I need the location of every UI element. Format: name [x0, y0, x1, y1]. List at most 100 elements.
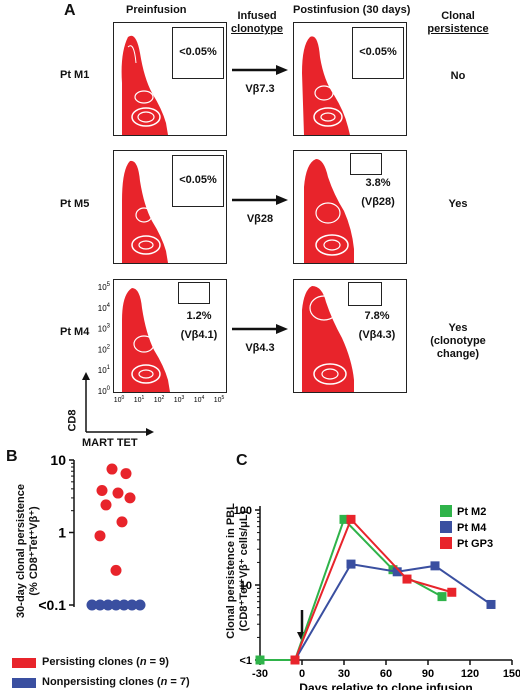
row1-arrow [232, 65, 288, 75]
row1-clonotype: Vβ7.3 [245, 83, 275, 95]
row3-x-ticks: 100 101 102 103 104 105 [114, 395, 225, 404]
legend-persisting-name: Persisting clones [42, 656, 134, 668]
legend-nonpersisting-label: Nonpersisting clones (n = 7) [42, 676, 190, 688]
a-ytick-label: 104 [98, 303, 111, 313]
header-infused-clonotype: Infused clonotype [226, 10, 288, 36]
row3-pre-pct: 1.2% (Vβ4.1) [172, 310, 226, 342]
row1-persistence: No [450, 70, 466, 82]
c-xtick-label: 150 [503, 668, 520, 680]
row3-pre-gate [178, 282, 210, 304]
c-ytick-label: <1 [239, 655, 252, 667]
c-legend-label: Pt M4 [457, 522, 487, 534]
b-point-nonpersisting [110, 599, 122, 611]
c-legend-swatch [440, 537, 452, 549]
b-point-persisting [116, 516, 128, 528]
header-persist-line2: persistence [427, 23, 489, 35]
row2-post-plot: 3.8% (Vβ28) [293, 150, 407, 264]
header-postinfusion: Postinfusion (30 days) [293, 4, 411, 16]
panel-b-letter: B [6, 448, 18, 465]
c-series-marker [392, 567, 402, 577]
c-series-marker [346, 559, 356, 569]
row1-pre-plot: <0.05% [113, 22, 227, 136]
row3-post-pct-clone: (Vβ4.3) [358, 329, 396, 341]
row2-post-pct-clone: (Vβ28) [361, 196, 395, 208]
c-xtick-label: 60 [380, 668, 392, 680]
row1-pre-pct: <0.05% [179, 46, 217, 58]
b-point-nonpersisting [126, 599, 138, 611]
row2-post-gate [350, 153, 382, 175]
c-xtick-label: 0 [299, 668, 305, 680]
row3-y-ticks: 105 104 103 102 101 100 [98, 282, 111, 396]
row3-post-pct-value: 7.8% [364, 310, 390, 322]
row3-pre-pct-value: 1.2% [186, 310, 212, 322]
row3-patient: Pt M4 [60, 326, 90, 338]
c-legend-label: Pt GP3 [457, 538, 493, 550]
c-series-marker [430, 561, 440, 571]
row2-persistence: Yes [448, 198, 468, 210]
row2-pre-contour [122, 160, 168, 263]
header-clonal-persistence: Clonal persistence [418, 10, 498, 36]
legend-persisting-n: 9 [159, 656, 166, 668]
row3-post-plot: 7.8% (Vβ4.3) [293, 279, 407, 393]
panel-a-letter: A [64, 2, 76, 19]
legend-nonpersisting-n: 7 [179, 676, 186, 688]
row2-post-pct: 3.8% (Vβ28) [350, 177, 406, 209]
c-series-marker [255, 655, 265, 665]
row2-pre-plot: <0.05% [113, 150, 227, 264]
b-ylabel-line1: 30-day clonal persistence [15, 484, 27, 618]
a-xtick-label: 103 [174, 395, 185, 404]
chart-c: <1 10 100 -30 0 30 60 90 120 150 Days relative to … [234, 505, 520, 690]
c-xlabel: Days relative to clone infusion [299, 681, 472, 690]
row3-arrow [232, 324, 288, 334]
c-series-marker [339, 514, 349, 524]
b-point-persisting [110, 564, 122, 576]
axis-label-mart-tet: MART TET [82, 437, 138, 449]
c-xtick-label: 120 [461, 668, 479, 680]
b-point-nonpersisting [118, 599, 130, 611]
b-point-nonpersisting [86, 599, 98, 611]
row3-persistence-line3: change) [436, 348, 480, 360]
row1-pre-contour [121, 35, 168, 135]
c-legend-swatch [440, 505, 452, 517]
b-point-persisting [96, 484, 108, 496]
row3-post-gate [348, 282, 382, 306]
b-point-nonpersisting [94, 599, 106, 611]
row3-persistence-line2: (clonotype [430, 335, 486, 347]
header-infused-line1: Infused [237, 10, 277, 22]
row1-patient: Pt M1 [60, 69, 90, 81]
c-series-marker [437, 592, 447, 602]
row3-clonotype: Vβ4.3 [245, 342, 275, 354]
c-series-line [294, 517, 453, 661]
a-ytick-label: 100 [98, 386, 111, 396]
a-ytick-label: 103 [98, 324, 111, 334]
row3-pre-plot: 1.2% (Vβ4.1) [113, 279, 227, 393]
row3-persistence: Yes (clonotype change) [418, 322, 498, 361]
c-series-marker [447, 587, 457, 597]
header-infused-line2: clonotype [231, 23, 283, 35]
axis-arrows [82, 372, 154, 436]
c-series-marker [402, 574, 412, 584]
row3-post-pct: 7.8% (Vβ4.3) [348, 310, 406, 342]
b-ytick-label: 10 [50, 452, 66, 468]
a-ytick-label: 102 [98, 344, 111, 354]
b-point-persisting [94, 530, 106, 542]
c-series-marker [290, 655, 300, 665]
row2-clonotype: Vβ28 [246, 213, 274, 225]
row1-post-contour [302, 36, 350, 135]
c-legend-label: Pt M2 [457, 506, 486, 518]
row2-arrow [232, 195, 288, 205]
b-point-persisting [112, 487, 124, 499]
c-ytick-label: 10 [240, 580, 252, 592]
header-preinfusion: Preinfusion [126, 4, 187, 16]
a-ytick-label: 101 [98, 365, 111, 375]
a-xtick-label: 104 [194, 395, 205, 404]
row2-patient: Pt M5 [60, 198, 90, 210]
chart-b: <0.1 1 10 [38, 452, 146, 613]
b-ytick-label: <0.1 [38, 597, 66, 613]
a-xtick-label: 102 [154, 395, 165, 404]
row2-pre-gate [172, 155, 224, 207]
row3-persistence-line1: Yes [448, 322, 468, 334]
row1-post-plot: <0.05% [293, 22, 407, 136]
row1-pre-gate [172, 27, 224, 79]
c-xtick-label: 30 [338, 668, 350, 680]
